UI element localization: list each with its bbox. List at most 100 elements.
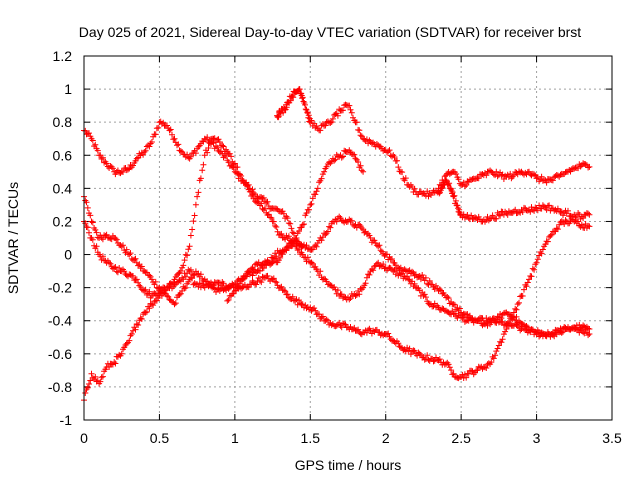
data-point [553, 225, 560, 232]
data-point [302, 106, 309, 113]
data-point [273, 224, 280, 230]
data-point [498, 315, 505, 322]
data-point [492, 352, 499, 359]
data-point [138, 316, 145, 322]
data-point [142, 309, 149, 316]
data-point [287, 220, 294, 227]
data-point [86, 130, 92, 137]
data-point [194, 193, 201, 200]
y-tick-label: 0 [64, 247, 72, 263]
data-point [322, 122, 329, 129]
data-point [155, 124, 162, 131]
data-point [421, 291, 428, 298]
data-point [582, 161, 589, 168]
data-point [187, 232, 194, 239]
data-point [326, 223, 333, 230]
data-point [103, 231, 110, 238]
data-point [177, 148, 184, 154]
data-point [450, 370, 457, 377]
data-point [306, 206, 312, 213]
data-point [182, 284, 189, 291]
data-point [98, 374, 105, 381]
data-point [512, 206, 519, 213]
data-point [416, 350, 423, 357]
data-point [548, 231, 555, 238]
data-point [542, 332, 549, 339]
data-point [573, 326, 580, 333]
data-point [114, 269, 121, 276]
series-sat-D [81, 135, 593, 404]
data-point [346, 102, 353, 109]
data-point [141, 287, 148, 294]
data-point [205, 145, 212, 151]
data-point [164, 122, 170, 129]
data-point [249, 191, 256, 198]
data-point [386, 147, 393, 154]
data-point [524, 279, 531, 286]
data-point [86, 229, 92, 236]
data-point [176, 277, 183, 284]
data-point [106, 234, 113, 241]
data-point [243, 273, 250, 280]
data-point [133, 155, 140, 162]
data-point [146, 272, 153, 279]
data-point [377, 247, 384, 254]
data-point [296, 228, 302, 235]
data-point [246, 188, 253, 195]
data-point [502, 172, 509, 179]
data-point [514, 301, 521, 308]
data-point [370, 267, 377, 274]
data-point [268, 214, 275, 221]
data-point [436, 356, 443, 363]
data-point [585, 164, 592, 171]
data-point [243, 181, 250, 188]
data-point [255, 267, 262, 274]
data-point [189, 226, 196, 233]
data-point [303, 210, 310, 217]
data-point [397, 271, 404, 278]
data-point [503, 326, 510, 332]
data-point [308, 117, 315, 124]
data-point [146, 305, 153, 312]
data-point [92, 373, 99, 380]
data-point [318, 237, 325, 244]
data-point [389, 256, 395, 262]
data-point [99, 373, 106, 380]
data-point [538, 250, 545, 257]
data-point [489, 212, 496, 219]
data-point [82, 390, 89, 396]
data-point [126, 337, 133, 344]
data-point [419, 272, 426, 278]
data-point [405, 276, 412, 283]
data-point [375, 243, 382, 250]
data-point [396, 265, 403, 272]
data-point [164, 284, 170, 291]
data-point [309, 260, 316, 267]
data-point [187, 266, 194, 273]
data-point [385, 330, 392, 337]
data-point [357, 162, 364, 169]
data-point [225, 296, 232, 303]
data-point [84, 204, 91, 211]
data-point [92, 141, 99, 148]
data-point [498, 339, 505, 346]
data-point [170, 136, 177, 143]
data-point [436, 190, 443, 197]
data-point [152, 278, 159, 285]
data-point [319, 313, 326, 320]
data-point [199, 167, 206, 174]
data-point [282, 288, 289, 295]
data-point [255, 199, 262, 206]
data-point [270, 218, 277, 225]
data-point [586, 163, 593, 170]
data-point [314, 185, 321, 192]
data-point [307, 201, 314, 208]
data-point [226, 150, 233, 157]
data-point [224, 297, 231, 304]
data-point [321, 168, 328, 175]
series-sat-A [81, 118, 306, 251]
data-point [185, 246, 192, 253]
data-point [586, 211, 593, 218]
data-point [142, 147, 149, 154]
data-point [258, 200, 265, 207]
